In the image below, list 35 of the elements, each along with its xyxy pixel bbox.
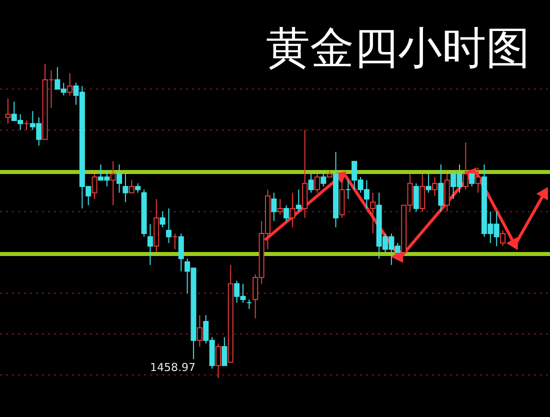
candlestick [370, 192, 376, 234]
candlestick [128, 180, 134, 194]
candlestick [462, 142, 468, 190]
candlestick [116, 164, 122, 194]
candlestick [196, 314, 202, 348]
candlestick [438, 164, 444, 212]
candlestick [147, 224, 153, 266]
candlestick [475, 167, 481, 194]
candlestick [5, 98, 11, 124]
candlestick [290, 192, 296, 228]
candlestick [160, 211, 166, 228]
candlestick [284, 204, 290, 222]
candlestick [222, 336, 228, 366]
candlestick [122, 173, 128, 203]
candlestick [296, 189, 302, 212]
candlestick [166, 208, 172, 244]
chart-title: 黄金四小时图 [266, 23, 530, 74]
candlestick [110, 160, 116, 206]
candlestick [432, 176, 438, 196]
candlestick [320, 170, 326, 187]
candlestick [314, 173, 320, 194]
candlestick [92, 173, 98, 200]
candlestick [308, 173, 314, 194]
candlestick [67, 72, 73, 96]
candlestick [469, 173, 475, 187]
candlestick [500, 230, 506, 247]
candlestick [277, 198, 283, 216]
candlestick [216, 342, 221, 378]
candlestick [426, 173, 432, 194]
candlestick [420, 173, 426, 212]
candlestick [413, 182, 419, 212]
annotation: 1458.97 [150, 361, 196, 374]
candlestick [271, 192, 277, 222]
candlestick [178, 233, 184, 272]
candlestick [135, 182, 141, 194]
